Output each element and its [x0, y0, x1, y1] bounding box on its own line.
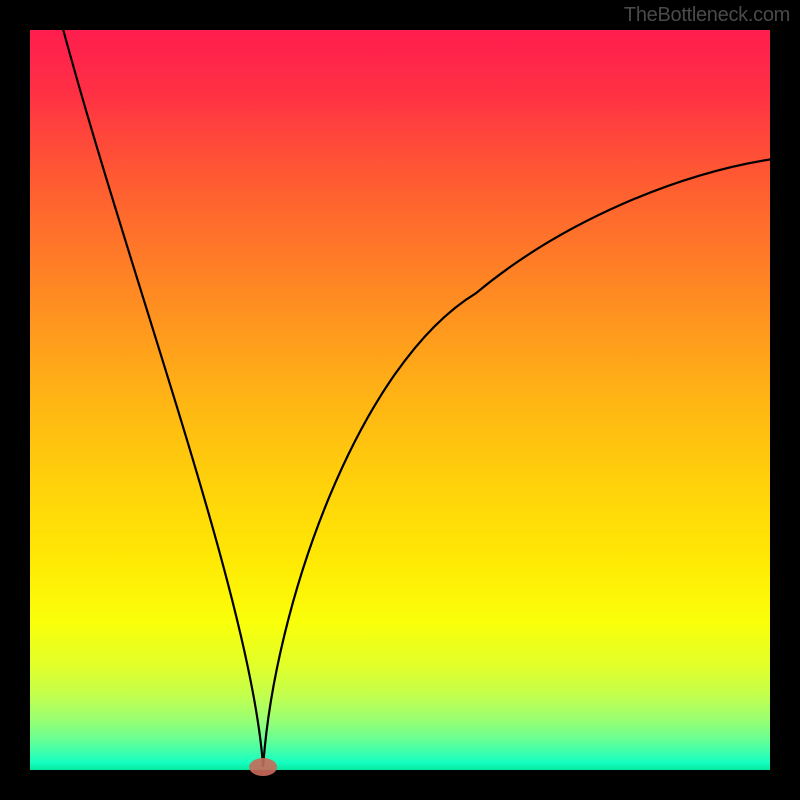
watermark-text: TheBottleneck.com [624, 4, 790, 27]
plot-gradient [30, 30, 770, 770]
min-marker [249, 758, 277, 776]
bottleneck-chart [0, 0, 800, 800]
chart-container: TheBottleneck.com [0, 0, 800, 800]
